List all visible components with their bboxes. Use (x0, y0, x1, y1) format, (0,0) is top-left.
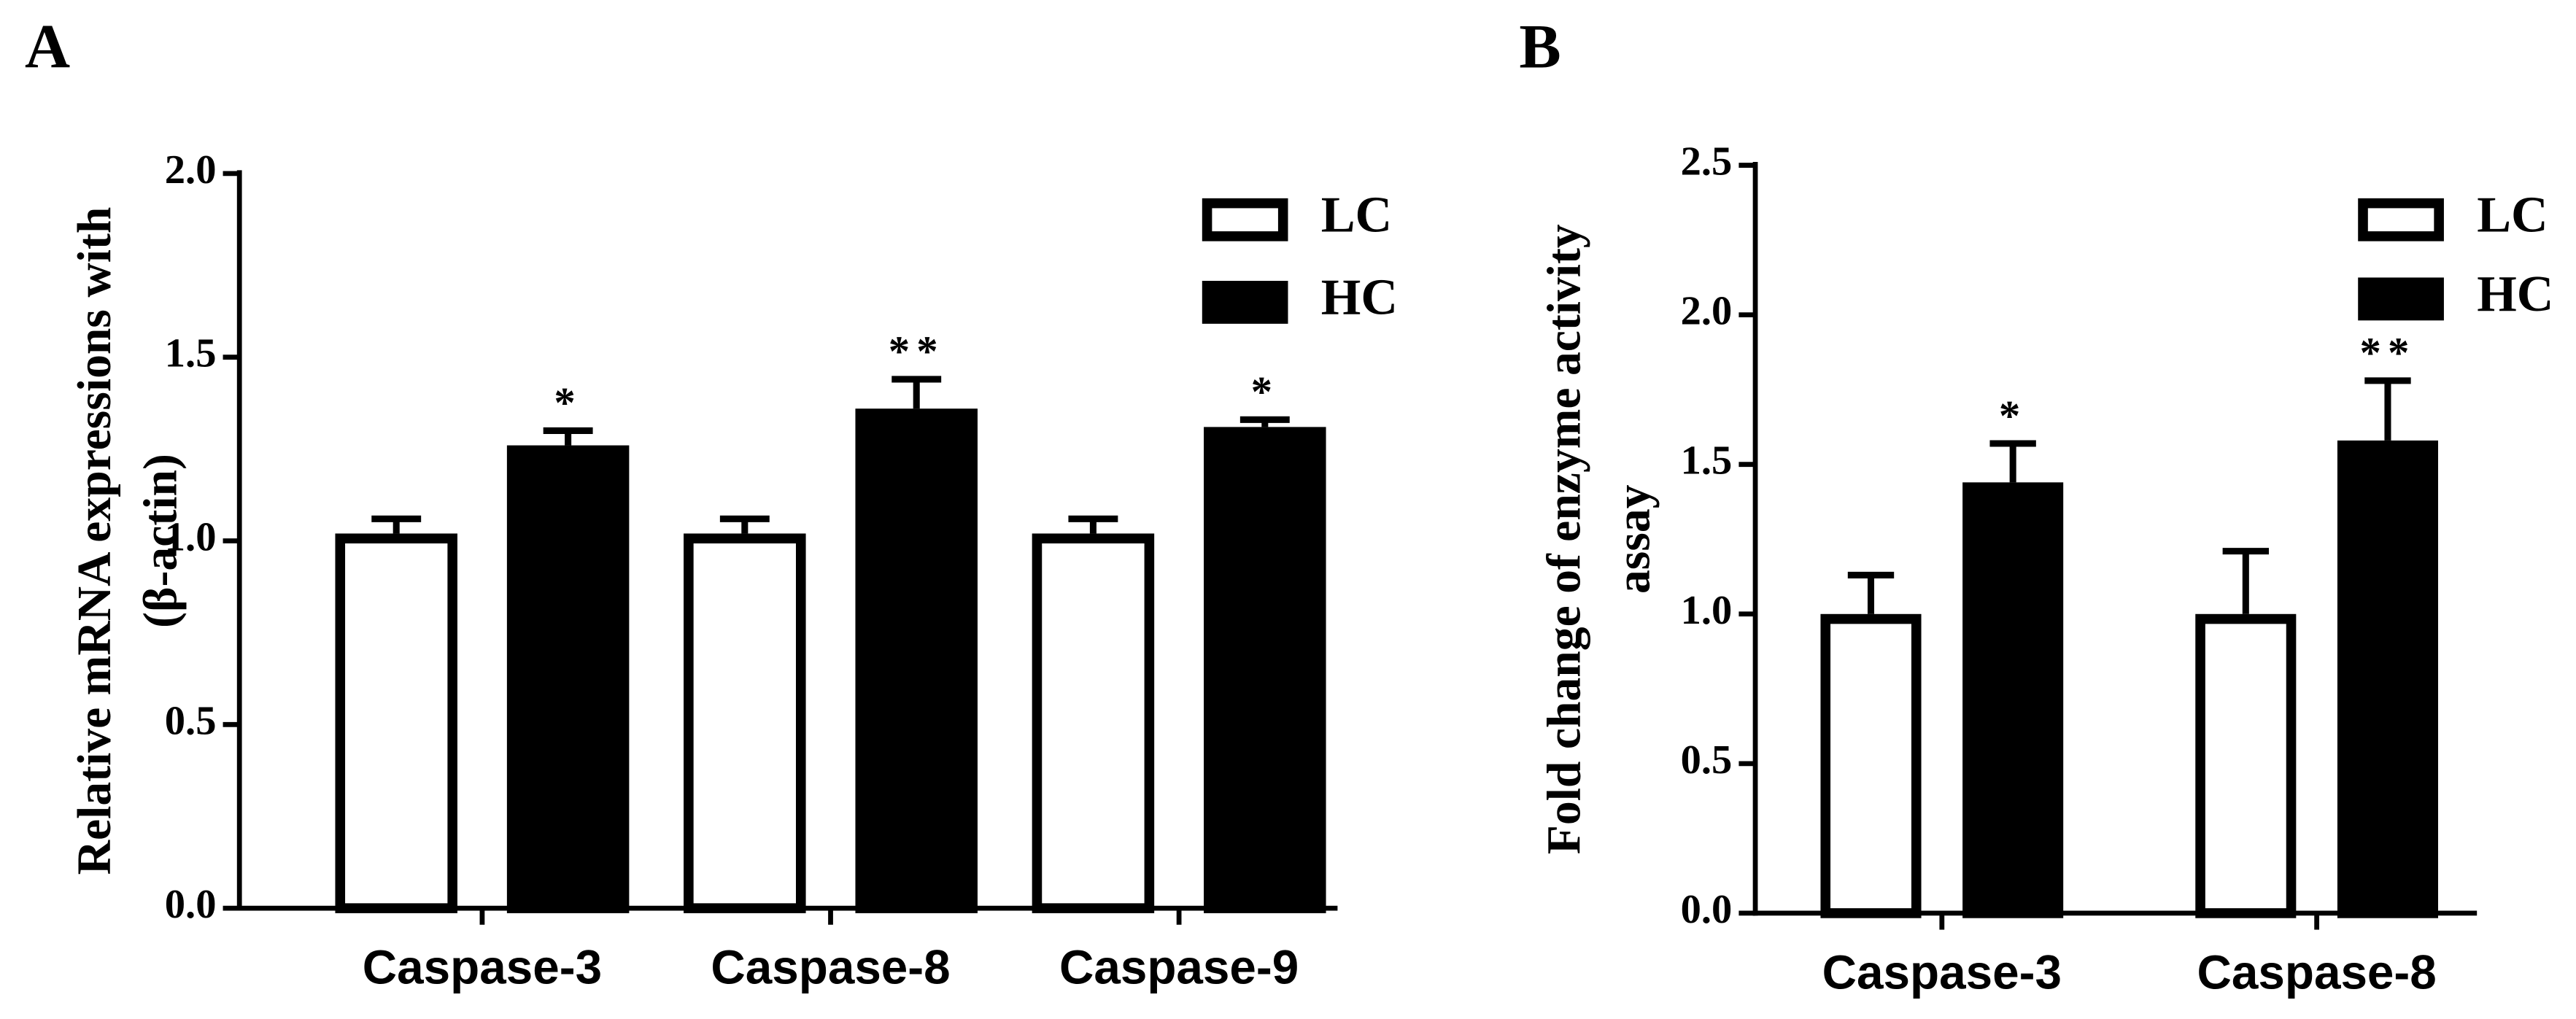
legend-swatch (1202, 281, 1288, 324)
y-tick-label: 1.5 (165, 331, 217, 376)
y-tick-label: 2.5 (1681, 139, 1733, 185)
legend-swatch (2358, 277, 2444, 321)
y-tick-label: 2.0 (1681, 289, 1733, 334)
y-axis-label: Fold change of enzyme activity (1538, 224, 1590, 854)
legend-swatch (2358, 198, 2444, 241)
bar (506, 445, 630, 913)
bar (1820, 613, 1922, 918)
panel-label: A (25, 11, 70, 81)
significance-label: * (1999, 392, 2027, 440)
y-tick-label: 1.0 (165, 514, 217, 559)
bar (855, 408, 978, 913)
bar (684, 533, 806, 913)
significance-label: ** (2359, 330, 2416, 377)
x-tick-label: Caspase-8 (2197, 945, 2436, 999)
bar (335, 533, 457, 913)
legend-swatch (1202, 198, 1288, 241)
y-tick-label: 0.0 (165, 882, 217, 927)
x-tick-label: Caspase-8 (711, 940, 950, 993)
bar (1032, 533, 1155, 913)
legend-label: HC (1321, 269, 1398, 326)
y-tick-label: 2.0 (165, 147, 217, 193)
bar (1204, 427, 1326, 913)
bar (1962, 482, 2064, 918)
bar (2195, 613, 2297, 918)
y-tick-label: 0.5 (165, 698, 217, 743)
panel-label: B (1519, 11, 1560, 81)
y-axis-label: (β-actin) (134, 454, 187, 628)
significance-label: ** (889, 328, 945, 376)
significance-label: * (1251, 368, 1279, 416)
y-tick-label: 0.5 (1681, 737, 1733, 783)
x-tick-label: Caspase-3 (363, 940, 602, 993)
legend-label: LC (2477, 186, 2548, 243)
legend-label: HC (2477, 266, 2553, 322)
y-tick-label: 0.0 (1681, 887, 1733, 932)
bar (2337, 440, 2439, 918)
y-tick-label: 1.5 (1681, 438, 1733, 484)
significance-label: * (554, 379, 581, 427)
x-tick-label: Caspase-3 (1822, 945, 2062, 999)
x-tick-label: Caspase-9 (1059, 940, 1299, 993)
legend-label: LC (1321, 186, 1392, 243)
y-axis-label: Relative mRNA expressions with (69, 207, 121, 875)
y-axis-label: assay (1607, 484, 1660, 594)
y-tick-label: 1.0 (1681, 588, 1733, 633)
